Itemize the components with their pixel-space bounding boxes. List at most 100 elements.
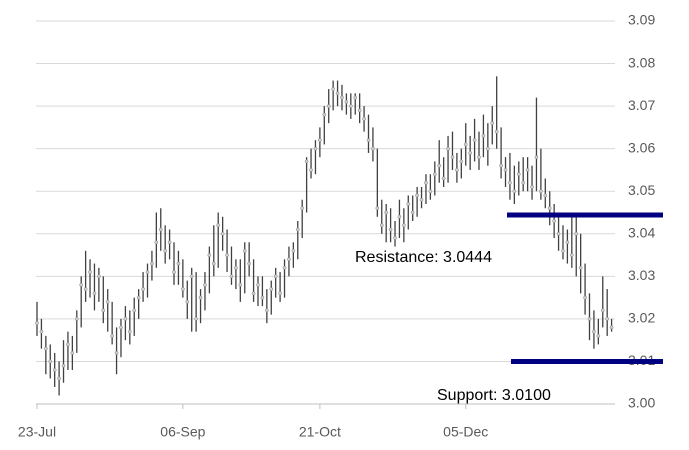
close-marker [552, 219, 556, 223]
close-marker [406, 202, 411, 206]
close-marker [247, 261, 252, 266]
close-marker [539, 189, 543, 194]
close-marker [225, 253, 229, 257]
close-marker [512, 189, 517, 194]
close-marker [450, 155, 455, 160]
close-marker [446, 146, 450, 151]
close-marker [605, 317, 610, 321]
close-marker [490, 121, 495, 125]
close-marker [172, 270, 176, 274]
close-marker [66, 342, 70, 347]
close-marker [39, 329, 44, 334]
close-marker [561, 248, 565, 253]
close-marker [300, 206, 305, 211]
y-tick-label: 3.04 [628, 224, 655, 240]
close-marker [609, 325, 614, 330]
close-marker [415, 193, 419, 198]
y-tick-label: 3.06 [628, 139, 655, 155]
close-marker [256, 282, 260, 287]
close-marker [251, 291, 256, 296]
close-marker [119, 325, 123, 330]
close-marker [388, 227, 393, 232]
close-marker [57, 376, 61, 381]
close-marker [198, 295, 203, 300]
close-marker [207, 253, 212, 257]
close-marker [74, 317, 79, 321]
close-marker [216, 223, 221, 228]
close-marker [176, 261, 181, 266]
close-marker [508, 180, 512, 185]
close-marker [455, 168, 459, 172]
close-marker [578, 265, 583, 270]
close-marker [574, 231, 579, 236]
close-marker [282, 265, 287, 270]
close-marker [592, 329, 596, 334]
close-marker [353, 95, 358, 100]
close-marker [88, 270, 92, 274]
close-marker [384, 210, 389, 215]
y-tick-label: 3.05 [628, 182, 655, 198]
close-marker [291, 248, 296, 253]
close-marker [393, 236, 397, 240]
close-marker [348, 104, 353, 108]
close-marker [220, 231, 225, 236]
close-marker [185, 300, 190, 304]
y-tick-label: 3.02 [628, 310, 655, 326]
close-marker [326, 104, 331, 108]
close-marker [362, 117, 366, 121]
close-marker [569, 253, 574, 257]
close-marker [371, 146, 375, 151]
close-marker [211, 261, 216, 266]
close-marker [587, 317, 592, 321]
close-marker [503, 168, 508, 172]
close-marker [48, 359, 53, 364]
close-marker [494, 129, 499, 134]
close-marker [485, 146, 490, 151]
close-marker [481, 134, 486, 138]
close-marker [123, 317, 128, 321]
close-marker [543, 193, 548, 198]
close-marker [477, 155, 481, 160]
close-marker [127, 329, 132, 334]
close-marker [534, 155, 539, 160]
close-marker [163, 248, 168, 253]
close-marker [278, 291, 282, 296]
y-tick-label: 3.08 [628, 54, 655, 70]
close-marker [521, 180, 526, 185]
y-tick-label: 3.03 [628, 267, 655, 283]
close-marker [145, 270, 150, 274]
close-marker [463, 142, 468, 147]
close-marker [101, 308, 106, 313]
close-marker [331, 87, 335, 91]
close-marker [402, 223, 406, 228]
close-marker [238, 282, 243, 287]
close-marker [229, 274, 234, 279]
close-marker [424, 180, 428, 185]
close-marker [499, 163, 503, 168]
close-marker [79, 282, 84, 287]
close-marker [114, 351, 119, 355]
close-marker [432, 172, 437, 177]
close-marker [366, 138, 371, 143]
close-marker [181, 287, 185, 291]
close-marker [287, 257, 291, 262]
close-marker [97, 274, 101, 279]
x-tick-label: 05-Dec [443, 424, 488, 440]
close-marker [158, 227, 163, 232]
close-marker [234, 265, 238, 270]
close-marker [167, 240, 172, 245]
close-marker [132, 308, 137, 313]
close-marker [52, 368, 57, 372]
x-tick-label: 23-Jul [18, 424, 56, 440]
close-marker [596, 334, 601, 338]
close-marker [309, 168, 313, 172]
close-marker [295, 227, 300, 232]
close-marker [141, 287, 145, 291]
close-marker [110, 334, 114, 338]
x-tick-label: 21-Oct [299, 424, 341, 440]
close-marker [322, 112, 327, 117]
y-tick-label: 3.07 [628, 97, 655, 113]
close-marker [43, 346, 48, 351]
close-marker [437, 163, 442, 168]
close-marker [189, 274, 194, 279]
